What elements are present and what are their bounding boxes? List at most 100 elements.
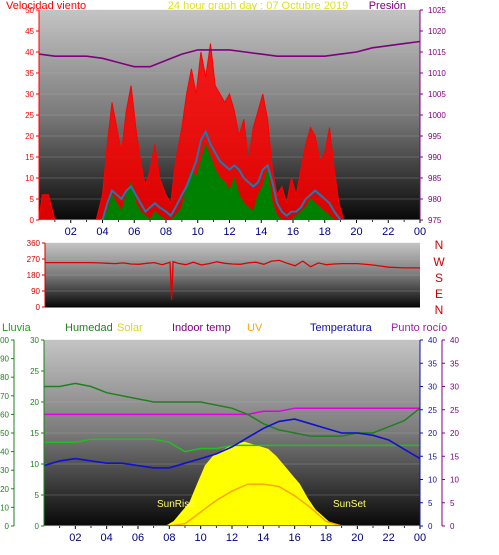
temperature-tick-label: 5 (428, 499, 433, 508)
temperature-xtick-label: 04 (101, 532, 113, 544)
direction-tick-label: 360 (27, 239, 41, 248)
wind-gust-series (39, 43, 420, 220)
temperature-chart: 0102030405060708090100051015202530051015… (0, 336, 459, 544)
legend-temperatura: Temperatura (310, 322, 373, 334)
pressure-tick-label: 980 (428, 195, 442, 204)
humidity-tick-label: 10 (30, 460, 39, 469)
temperature-xtick-label: 20 (351, 532, 363, 544)
rain-tick-label: 80 (0, 373, 9, 382)
sunrise-label: SunRise (157, 499, 195, 510)
wind-speed-tick-label: 40 (25, 48, 34, 57)
legend-lluvia: Lluvia (2, 322, 32, 334)
temperature-tick-label: 40 (428, 336, 437, 345)
pressure-tick-label: 1025 (428, 6, 446, 15)
wind-xtick-label: 14 (255, 226, 267, 238)
dewpoint-tick-label: 30 (450, 383, 459, 392)
wind-speed-tick-label: 10 (25, 174, 34, 183)
rain-tick-label: 90 (0, 355, 9, 364)
wind-xtick-label: 12 (223, 226, 235, 238)
temperature-tick-label: 0 (428, 522, 433, 531)
rain-tick-label: 50 (0, 429, 9, 438)
rain-tick-label: 0 (5, 522, 10, 531)
rain-tick-label: 70 (0, 392, 9, 401)
temperature-tick-label: 25 (428, 406, 437, 415)
pressure-tick-label: 975 (428, 216, 442, 225)
dewpoint-tick-label: 5 (450, 499, 455, 508)
wind-xtick-label: 10 (192, 226, 204, 238)
compass-s: S (435, 271, 443, 285)
humidity-tick-label: 30 (30, 336, 39, 345)
temperature-xtick-label: 00 (414, 532, 426, 544)
temperature-xtick-label: 02 (69, 532, 81, 544)
dewpoint-series (44, 407, 420, 416)
wind-speed-tick-label: 25 (25, 111, 34, 120)
legend-humedad: Humedad (65, 322, 113, 334)
legend: Lluvia Humedad Solar Indoor temp UV Temp… (2, 322, 447, 334)
temperature-series (44, 418, 420, 469)
rain-tick-label: 60 (0, 410, 9, 419)
pressure-tick-label: 1000 (428, 111, 446, 120)
compass-n-bottom: N (435, 303, 444, 317)
pressure-tick-label: 1015 (428, 48, 446, 57)
wind-speed-tick-label: 20 (25, 132, 34, 141)
dewpoint-tick-label: 15 (450, 452, 459, 461)
wind-xtick-label: 22 (382, 226, 394, 238)
temperature-tick-label: 10 (428, 476, 437, 485)
direction-tick-label: 180 (27, 271, 41, 280)
dewpoint-tick-label: 10 (450, 476, 459, 485)
wind-speed-tick-label: 35 (25, 69, 34, 78)
rain-tick-label: 100 (0, 336, 10, 345)
pressure-series (39, 40, 420, 68)
indoor-temp-series (44, 438, 420, 453)
rain-tick-label: 10 (0, 503, 9, 512)
wind-avg-series (39, 129, 420, 220)
compass-e: E (435, 287, 443, 301)
rain-tick-label: 30 (0, 466, 9, 475)
wind-speed-tick-label: 30 (25, 90, 34, 99)
wind-xtick-label: 08 (160, 226, 172, 238)
temperature-xtick-label: 18 (320, 532, 332, 544)
wind-min-series (39, 142, 420, 220)
wind-chart: 0510152025303540455097598098599099510001… (25, 6, 446, 238)
humidity-tick-label: 5 (35, 491, 40, 500)
legend-solar: Solar (117, 322, 143, 334)
wind-xtick-label: 02 (65, 226, 77, 238)
sunset-label: SunSet (333, 499, 366, 510)
temperature-tick-label: 15 (428, 452, 437, 461)
pressure-tick-label: 995 (428, 132, 442, 141)
temperature-xtick-label: 08 (163, 532, 175, 544)
humidity-tick-label: 15 (30, 429, 39, 438)
legend-rocio: Punto rocío (391, 322, 447, 334)
temperature-xtick-label: 22 (383, 532, 395, 544)
temperature-xtick-label: 14 (257, 532, 269, 544)
wind-speed-tick-label: 5 (30, 195, 35, 204)
dewpoint-tick-label: 0 (450, 522, 455, 531)
pressure-tick-label: 985 (428, 174, 442, 183)
direction-tick-label: 270 (27, 255, 41, 264)
compass-labels: N W S E N (433, 238, 445, 317)
wind-speed-tick-label: 0 (30, 216, 35, 225)
humidity-tick-label: 0 (35, 522, 40, 531)
pressure-tick-label: 1020 (428, 27, 446, 36)
dewpoint-tick-label: 40 (450, 336, 459, 345)
pressure-tick-label: 1010 (428, 69, 446, 78)
temperature-xtick-label: 10 (195, 532, 207, 544)
wind-xtick-label: 04 (96, 226, 108, 238)
direction-tick-label: 0 (36, 303, 41, 312)
pressure-tick-label: 1005 (428, 90, 446, 99)
wind-speed-tick-label: 15 (25, 153, 34, 162)
wind-xtick-label: 18 (319, 226, 331, 238)
pressure-title: Presión (369, 0, 406, 12)
wind-xtick-label: 00 (414, 226, 426, 238)
dewpoint-tick-label: 35 (450, 359, 459, 368)
temperature-tick-label: 30 (428, 383, 437, 392)
compass-w: W (433, 255, 445, 269)
rain-tick-label: 20 (0, 485, 9, 494)
compass-n-top: N (435, 238, 444, 252)
wind-title: Velocidad viento (6, 0, 86, 12)
direction-chart: 0 90 180 270 360 (27, 239, 420, 312)
pressure-tick-label: 990 (428, 153, 442, 162)
wind-speed-tick-label: 50 (25, 6, 34, 15)
temperature-xtick-label: 06 (132, 532, 144, 544)
